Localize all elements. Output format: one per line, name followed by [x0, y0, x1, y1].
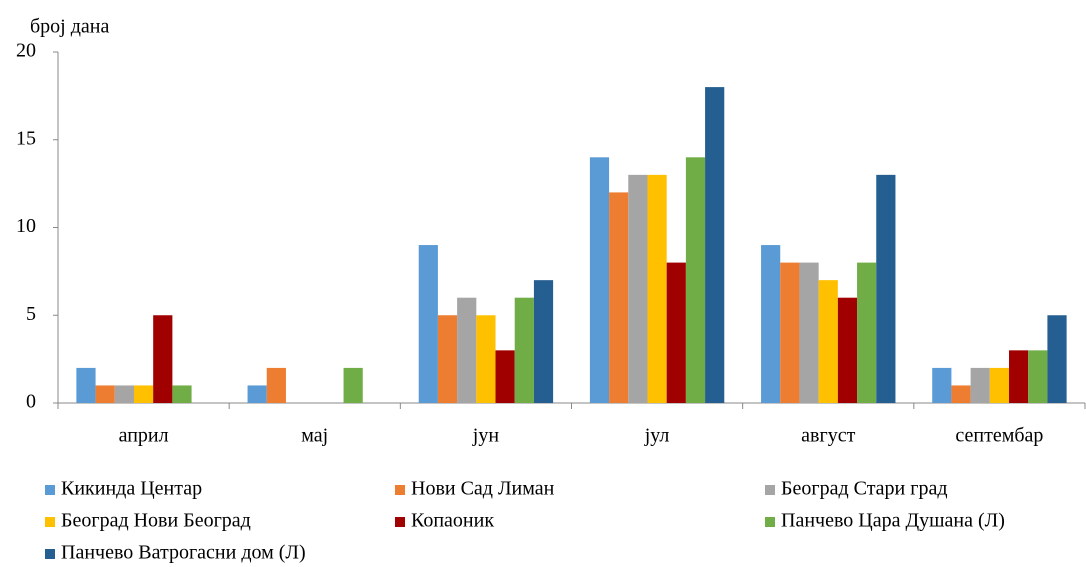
x-tick-label: јул: [644, 425, 670, 447]
bar: [685, 157, 706, 403]
y-tick-label: 0: [26, 391, 36, 413]
bar: [1009, 350, 1029, 403]
bar: [951, 385, 971, 403]
bar: [533, 280, 554, 403]
x-tick-label: мај: [301, 425, 328, 447]
bar: [705, 87, 725, 403]
legend-label: Панчево Ватрогасни дом (Л): [61, 542, 306, 564]
bar: [970, 367, 990, 403]
bar: [837, 297, 858, 403]
legend-swatch: [765, 485, 775, 495]
x-tick-label: септембар: [955, 425, 1043, 447]
bar: [266, 367, 286, 403]
bar: [457, 297, 477, 403]
legend-label: Београд Стари град: [781, 478, 948, 500]
x-tick-label: април: [119, 425, 169, 447]
x-tick-label: јун: [472, 425, 500, 447]
legend-swatch: [45, 549, 55, 559]
bar: [1047, 315, 1067, 403]
bar: [1028, 350, 1048, 403]
bar: [437, 315, 458, 403]
y-axis-label: број дана: [30, 16, 109, 38]
bar: [609, 192, 629, 403]
bar: [247, 385, 267, 403]
bar: [153, 315, 173, 403]
bar: [495, 350, 515, 403]
bar: [932, 367, 952, 403]
y-tick-label: 20: [16, 40, 36, 62]
y-tick-label: 15: [16, 127, 36, 149]
bar: [857, 262, 877, 403]
bar: [818, 280, 838, 403]
legend-swatch: [395, 485, 405, 495]
bar: [114, 385, 134, 403]
bar: [76, 367, 96, 403]
bar: [95, 385, 115, 403]
bar: [799, 262, 819, 403]
legend-swatch: [395, 517, 405, 527]
x-tick-label: август: [801, 425, 855, 447]
y-tick-label: 10: [16, 215, 36, 237]
legend-label: Београд Нови Београд: [61, 510, 251, 532]
y-tick-label: 5: [26, 303, 36, 325]
bar: [589, 157, 610, 403]
bar: [628, 174, 648, 403]
legend-label: Копаоник: [411, 510, 494, 532]
bar: [780, 262, 800, 403]
legend-swatch: [765, 517, 775, 527]
bar: [514, 297, 534, 403]
bar: [418, 245, 438, 403]
legend-swatch: [45, 485, 55, 495]
legend-label: Кикинда Центар: [61, 478, 202, 500]
legend-swatch: [45, 517, 55, 527]
bar: [666, 262, 686, 403]
bar: [133, 385, 154, 403]
bar: [343, 367, 363, 403]
bar: [761, 245, 781, 403]
bar: [647, 174, 667, 403]
legend-label: Нови Сад Лиман: [411, 478, 555, 500]
bar: [476, 315, 496, 403]
legend-label: Панчево Цара Душана (Л): [781, 510, 1005, 532]
bar: [989, 367, 1010, 403]
bar: [172, 385, 192, 403]
bar: [876, 174, 896, 403]
